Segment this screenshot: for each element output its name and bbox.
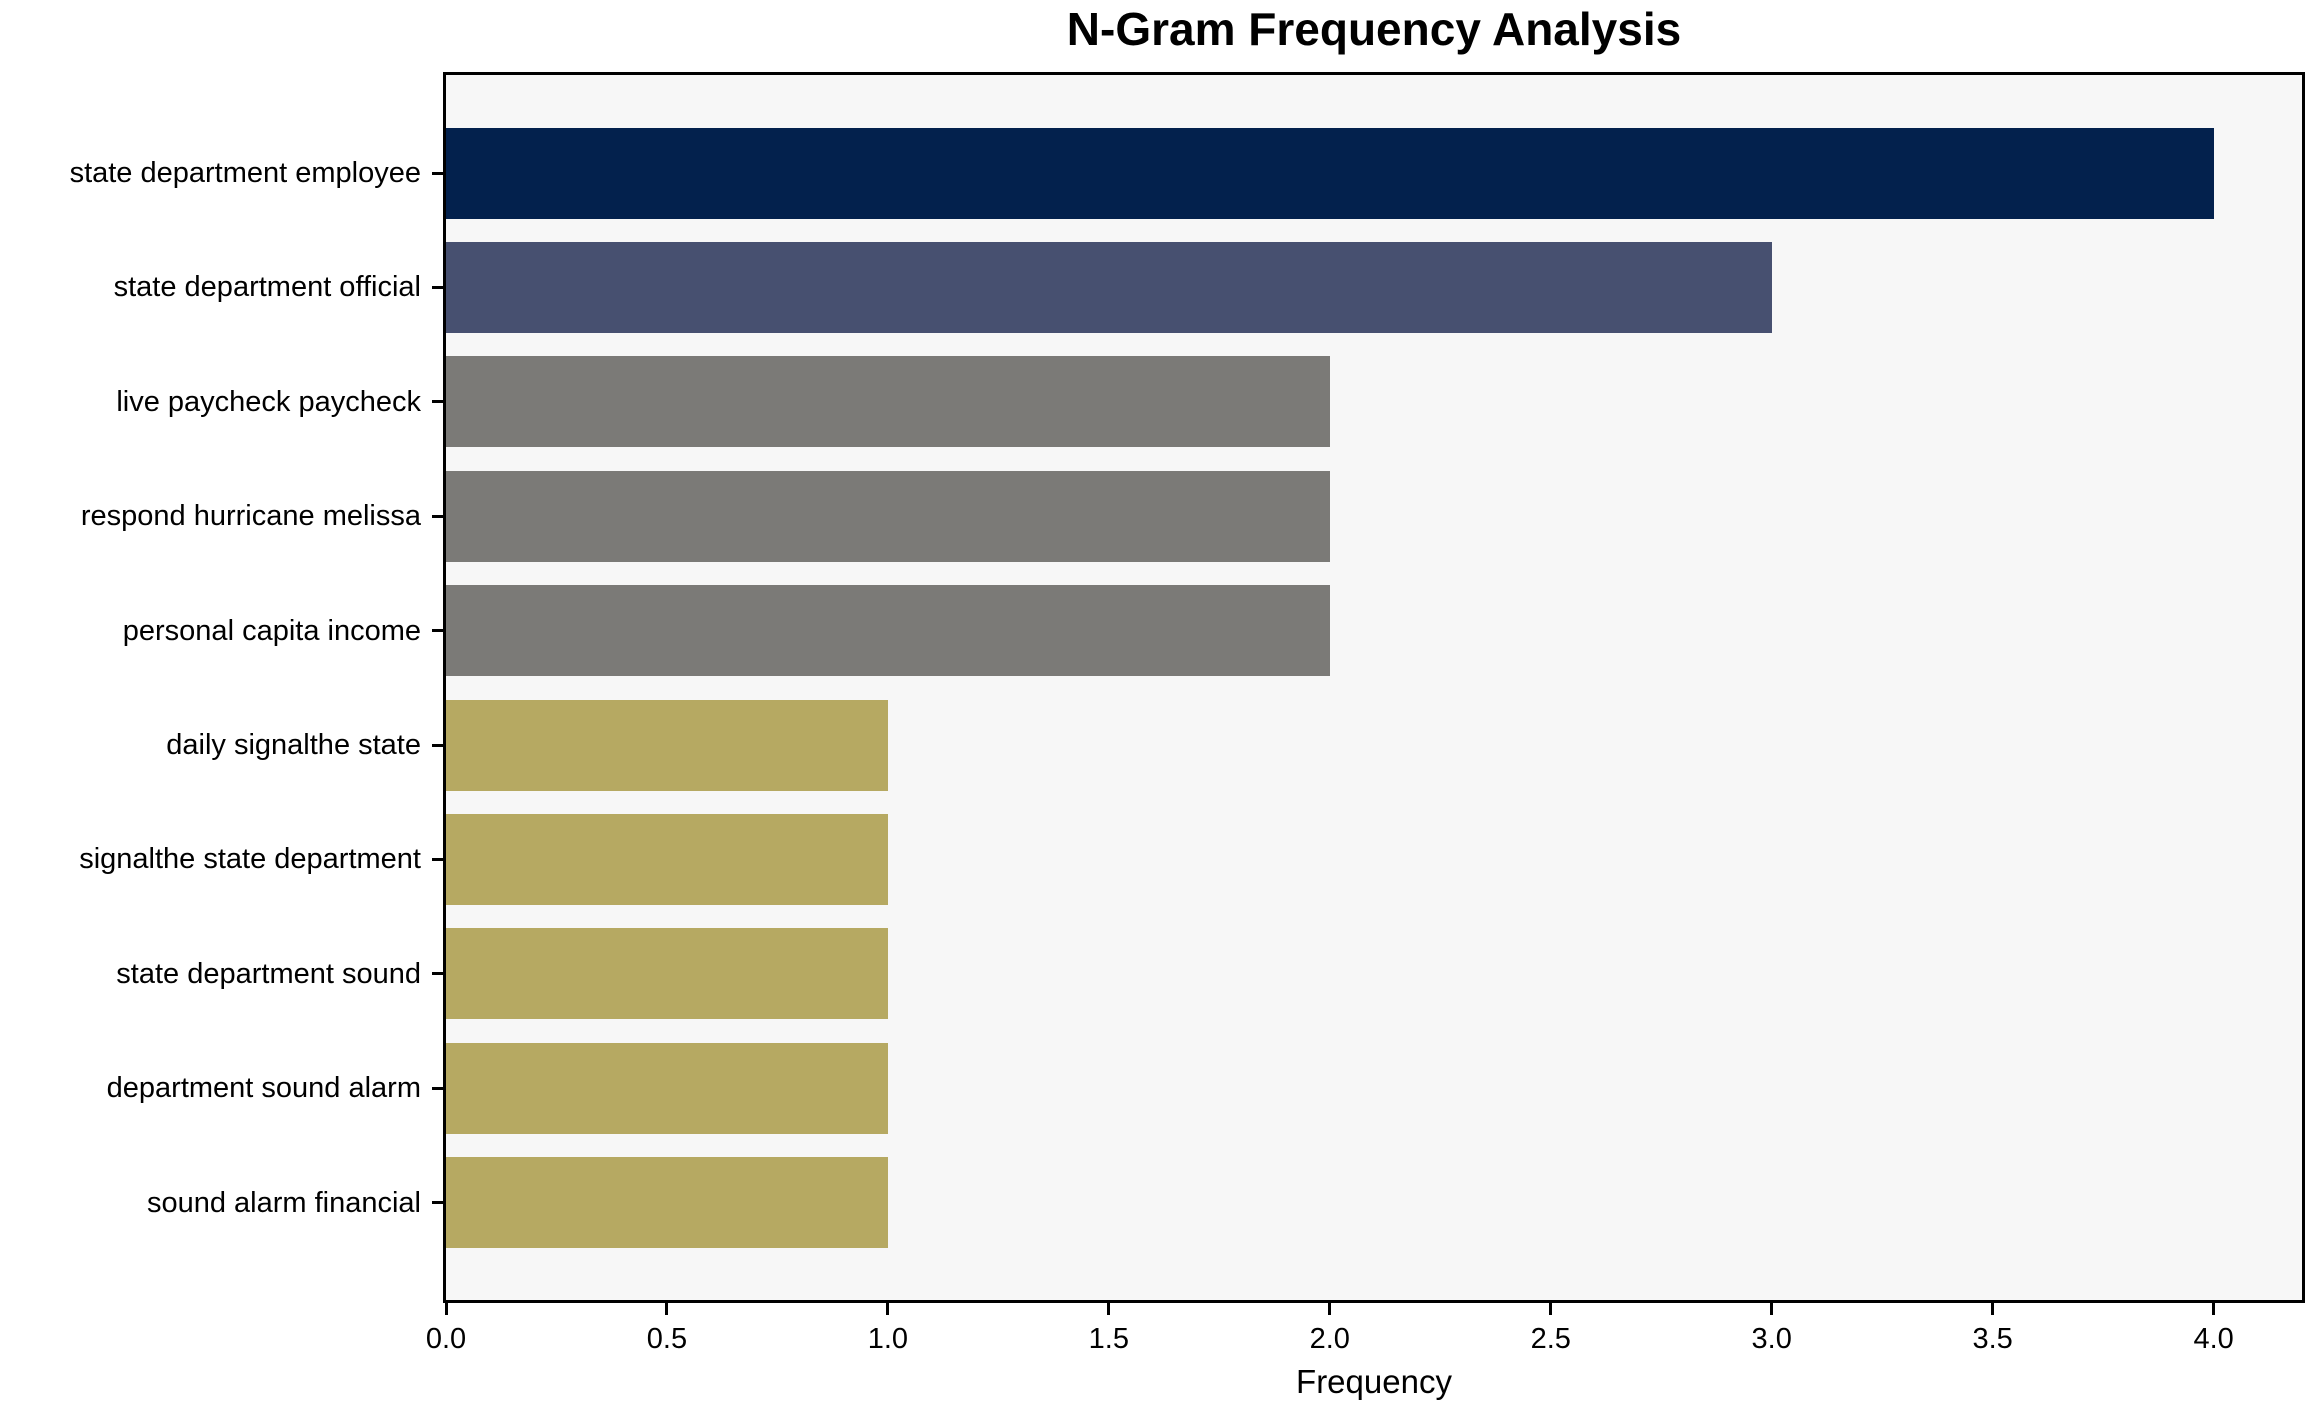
x-tick-label-1: 0.5: [646, 1323, 688, 1355]
x-tick-label-5: 2.5: [1530, 1323, 1571, 1355]
x-tick-mark-5: [1549, 1303, 1553, 1315]
bar-9: [446, 1157, 888, 1249]
bar-1: [446, 241, 1772, 333]
y-tick-label-6: signalthe state department: [79, 843, 421, 876]
y-tick-label-4: personal capita income: [122, 614, 421, 647]
bar-3: [446, 470, 1330, 562]
x-tick-mark-0: [444, 1303, 448, 1315]
y-tick-mark-1: [432, 285, 443, 289]
chart-title: N-Gram Frequency Analysis: [1066, 3, 1682, 55]
y-tick-label-3: respond hurricane melissa: [80, 500, 421, 533]
x-tick-label-7: 3.5: [1972, 1323, 2013, 1355]
x-tick-mark-3: [1107, 1303, 1111, 1315]
x-tick-label-2: 1.0: [867, 1323, 909, 1355]
y-tick-label-5: daily signalthe state: [166, 729, 421, 761]
y-tick-mark-8: [432, 1086, 443, 1090]
y-tick-label-1: state department official: [113, 271, 421, 304]
y-tick-label-7: state department sound: [116, 957, 421, 990]
x-tick-label-4: 2.0: [1309, 1323, 1350, 1355]
x-axis-label: Frequency: [1296, 1363, 1452, 1400]
y-tick-label-2: live paycheck paycheck: [116, 385, 421, 418]
x-tick-mark-4: [1328, 1303, 1332, 1315]
bar-7: [446, 928, 888, 1020]
y-tick-mark-3: [432, 514, 443, 518]
y-tick-mark-2: [432, 400, 443, 404]
y-tick-label-9: sound alarm financial: [146, 1186, 421, 1219]
x-tick-mark-8: [2212, 1303, 2216, 1315]
bar-2: [446, 356, 1330, 448]
bar-4: [446, 585, 1330, 677]
x-tick-mark-6: [1770, 1303, 1774, 1315]
x-tick-label-0: 0.0: [425, 1323, 467, 1355]
y-tick-mark-6: [432, 857, 443, 861]
y-tick-label-0: state department employee: [69, 157, 421, 189]
plot-area: [443, 72, 2305, 1303]
y-tick-mark-7: [432, 972, 443, 976]
bar-5: [446, 699, 888, 791]
x-tick-mark-1: [665, 1303, 669, 1315]
bar-8: [446, 1042, 888, 1134]
bar-0: [446, 127, 2214, 219]
x-tick-label-3: 1.5: [1088, 1323, 1129, 1355]
y-tick-mark-5: [432, 743, 443, 747]
x-tick-label-8: 4.0: [2193, 1323, 2234, 1355]
y-tick-mark-0: [432, 171, 443, 175]
x-tick-mark-7: [1991, 1303, 1995, 1315]
y-tick-mark-4: [432, 629, 443, 633]
bar-6: [446, 813, 888, 905]
x-tick-mark-2: [886, 1303, 890, 1315]
y-tick-mark-9: [432, 1201, 443, 1205]
x-tick-label-6: 3.0: [1751, 1323, 1792, 1355]
y-tick-label-8: department sound alarm: [106, 1072, 421, 1105]
